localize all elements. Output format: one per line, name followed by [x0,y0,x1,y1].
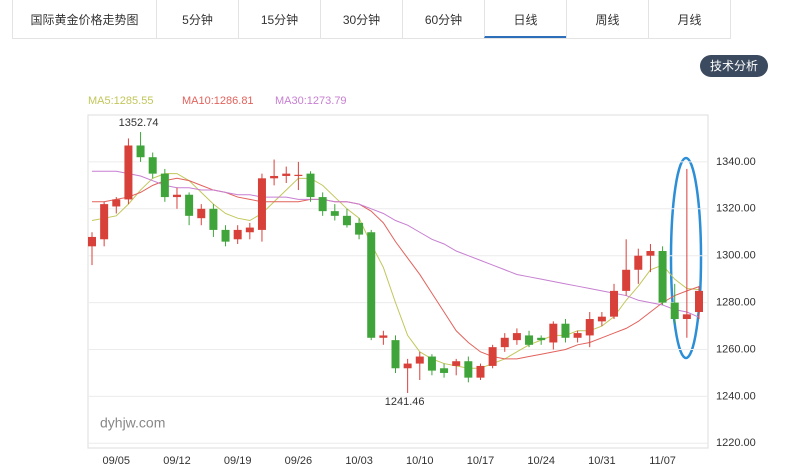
candle-body [427,356,436,371]
candle-body [294,174,303,176]
candle-body [379,335,388,338]
legend-entry: MA10:1286.81 [182,95,254,107]
candle-body [197,208,206,219]
tab[interactable]: 60分钟 [402,0,484,38]
candle-body [160,173,169,198]
ma-line [92,170,700,318]
tab[interactable]: 日线 [484,0,566,38]
tab[interactable]: 周线 [566,0,648,38]
candle-body [440,368,449,373]
ma-line [91,173,700,369]
candle-body [525,335,534,345]
ma-line [92,177,700,360]
legend-entry: MA5:1285.55 [88,95,153,107]
tab[interactable]: 5分钟 [156,0,238,38]
candle-body [464,361,473,378]
candle-body [270,175,279,179]
candle-body [257,178,266,230]
candle-body [88,236,96,247]
plot-frame [87,114,709,449]
x-tick-label: 10/31 [588,455,616,467]
candle-body [452,361,461,366]
highlight-ellipse [669,156,703,360]
x-tick-label: 09/19 [224,455,252,467]
candle-body [670,302,679,320]
x-tick-label: 11/07 [649,455,676,467]
y-tick-label: 1300.00 [716,250,756,262]
analysis-button[interactable]: 技术分析 [700,55,768,77]
tab-bar: 国际黄金价格走势图 5分钟 15分钟 30分钟 60分钟 日线 周线 月线 [12,0,731,39]
candle-body [634,255,643,270]
max-annotation: 1352.74 [119,117,159,129]
x-tick-label: 10/17 [467,455,495,467]
candle-body [148,157,157,174]
candle-body [500,337,509,348]
candle-body [318,197,327,212]
candle-body [476,365,485,378]
tab[interactable]: 月线 [648,0,730,38]
x-tick-label: 09/05 [103,455,131,467]
candle-body [209,208,218,230]
candle-body [172,194,181,198]
y-tick-label: 1320.00 [716,203,756,215]
candle-body [367,232,376,338]
candle-body [245,227,254,233]
candle-body [355,222,364,235]
x-tick-label: 10/03 [345,455,373,467]
y-tick-label: 1220.00 [716,437,756,449]
tab[interactable]: 30分钟 [320,0,402,38]
candle-body [610,290,619,317]
x-tick-label: 09/26 [285,455,313,467]
candle-body [585,319,594,336]
candle-body [622,269,631,291]
candle-body [646,251,655,256]
tab[interactable]: 15分钟 [238,0,320,38]
candle-body [488,347,497,366]
x-tick-label: 10/24 [527,455,555,467]
candle-body [136,145,145,158]
candle-body [100,204,109,240]
candle-body [185,194,194,216]
candle-body [233,229,242,240]
candle-body [695,290,703,312]
candle-body [549,323,558,343]
candle-body [124,145,133,200]
candle-body [597,316,606,322]
min-annotation: 1241.46 [385,396,425,408]
y-tick-label: 1260.00 [716,343,756,355]
candle-body [658,251,667,303]
candle-body [112,199,121,207]
candle-body [415,356,424,364]
candle-body [561,323,570,338]
candle-body [391,340,400,369]
y-tick-label: 1280.00 [716,297,756,309]
legend-entry: MA30:1273.79 [275,95,347,107]
x-tick-label: 10/10 [406,455,434,467]
candle-body [537,337,546,341]
candle-body [221,229,230,242]
candle-body [306,173,315,198]
candle-body [403,363,412,369]
candle-body [282,173,291,176]
page-title: 国际黄金价格走势图 [30,13,139,27]
y-tick-label: 1340.00 [716,156,756,168]
candle-body [512,333,521,341]
y-tick-label: 1240.00 [716,390,756,402]
candle-body [682,314,691,320]
candle-body [342,215,351,226]
watermark: dyhjw.com [100,415,165,431]
x-tick-label: 09/12 [163,455,191,467]
candle-body [573,333,582,338]
candle-body [330,211,339,216]
